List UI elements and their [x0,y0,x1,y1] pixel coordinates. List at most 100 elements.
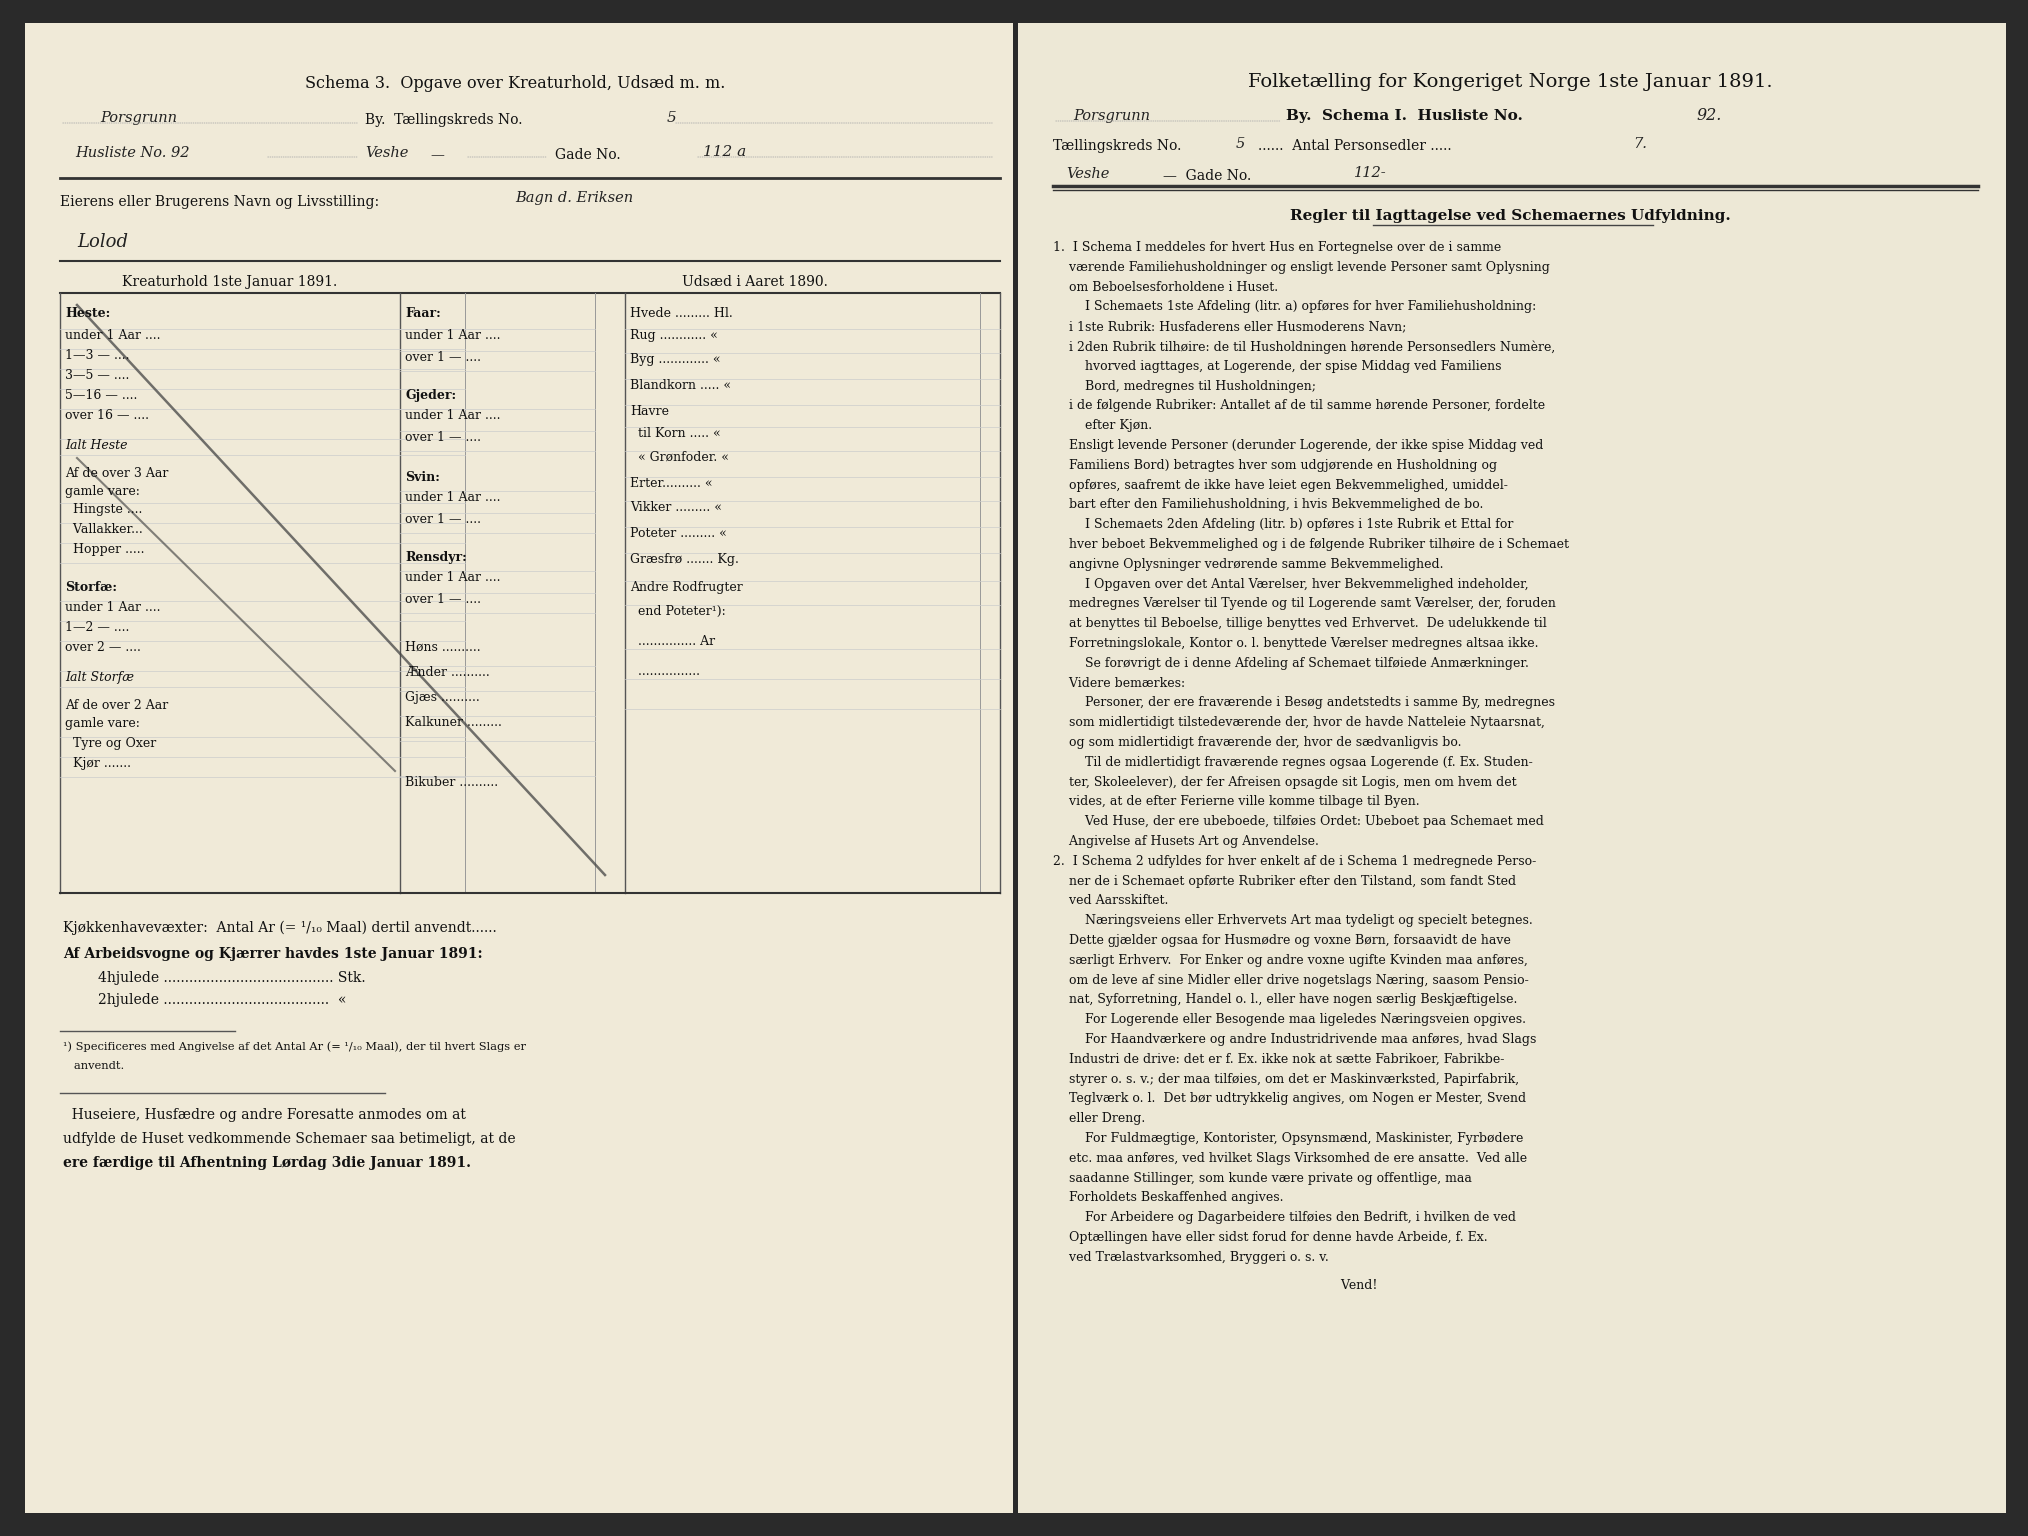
Text: Familiens Bord) betragtes hver som udgjørende en Husholdning og: Familiens Bord) betragtes hver som udgjø… [1053,459,1497,472]
Text: hvorved iagttages, at Logerende, der spise Middag ved Familiens: hvorved iagttages, at Logerende, der spi… [1053,359,1501,373]
Text: Ialt Heste: Ialt Heste [65,439,128,452]
Text: saadanne Stillinger, som kunde være private og offentlige, maa: saadanne Stillinger, som kunde være priv… [1053,1172,1472,1184]
Text: Folketælling for Kongeriget Norge 1ste Januar 1891.: Folketælling for Kongeriget Norge 1ste J… [1247,74,1772,91]
Text: styrer o. s. v.; der maa tilføies, om det er Maskinværksted, Papirfabrik,: styrer o. s. v.; der maa tilføies, om de… [1053,1072,1519,1086]
Text: Bikuber ..........: Bikuber .......... [406,776,499,790]
Text: Vikker ......... «: Vikker ......... « [631,501,722,515]
Text: 1—2 — ....: 1—2 — .... [65,621,130,634]
Text: Faar:: Faar: [406,307,440,319]
Text: Tyre og Oxer: Tyre og Oxer [65,737,156,750]
Text: Videre bemærkes:: Videre bemærkes: [1053,676,1184,690]
Text: under 1 Aar ....: under 1 Aar .... [406,571,501,584]
Text: om de leve af sine Midler eller drive nogetslags Næring, saasom Pensio-: om de leve af sine Midler eller drive no… [1053,974,1529,986]
Text: Forretningslokale, Kontor o. l. benyttede Værelser medregnes altsaa ikke.: Forretningslokale, Kontor o. l. benytted… [1053,637,1539,650]
Text: Til de midlertidigt fraværende regnes ogsaa Logerende (f. Ex. Studen-: Til de midlertidigt fraværende regnes og… [1053,756,1533,770]
Text: For Fuldmægtige, Kontorister, Opsynsmænd, Maskinister, Fyrbødere: For Fuldmægtige, Kontorister, Opsynsmænd… [1053,1132,1523,1144]
Text: Husliste No. 92: Husliste No. 92 [75,146,189,160]
Text: under 1 Aar ....: under 1 Aar .... [406,329,501,343]
Text: Græsfrø ....... Kg.: Græsfrø ....... Kg. [631,553,738,565]
Text: end Poteter¹):: end Poteter¹): [631,605,726,617]
Text: —: — [430,147,444,161]
Text: Huseiere, Husfædre og andre Foresatte anmodes om at: Huseiere, Husfædre og andre Foresatte an… [63,1107,466,1121]
Text: nat, Syforretning, Handel o. l., eller have nogen særlig Beskjæftigelse.: nat, Syforretning, Handel o. l., eller h… [1053,994,1517,1006]
Text: Personer, der ere fraværende i Besøg andetstedts i samme By, medregnes: Personer, der ere fraværende i Besøg and… [1053,696,1555,710]
Text: Vallakker...: Vallakker... [65,522,142,536]
Text: 1—3 — ....: 1—3 — .... [65,349,130,362]
Text: Erter.......... «: Erter.......... « [631,478,712,490]
Text: anvendt.: anvendt. [63,1061,124,1071]
Text: som midlertidigt tilstedeværende der, hvor de havde Natteleie Nytaarsnat,: som midlertidigt tilstedeværende der, hv… [1053,716,1545,730]
Text: Ænder ..........: Ænder .......... [406,667,489,679]
Text: ¹) Specificeres med Angivelse af det Antal Ar (= ¹/₁₀ Maal), der til hvert Slags: ¹) Specificeres med Angivelse af det Ant… [63,1041,525,1052]
Text: over 1 — ....: over 1 — .... [406,593,481,607]
Text: Veshe: Veshe [365,146,408,160]
Text: Poteter ......... «: Poteter ......... « [631,527,726,541]
Text: Industri de drive: det er f. Ex. ikke nok at sætte Fabrikoer, Fabrikbe-: Industri de drive: det er f. Ex. ikke no… [1053,1052,1505,1066]
Text: værende Familiehusholdninger og ensligt levende Personer samt Oplysning: værende Familiehusholdninger og ensligt … [1053,261,1549,273]
Text: etc. maa anføres, ved hvilket Slags Virksomhed de ere ansatte.  Ved alle: etc. maa anføres, ved hvilket Slags Virk… [1053,1152,1527,1164]
Text: ter, Skoleelever), der fer Afreisen opsagde sit Logis, men om hvem det: ter, Skoleelever), der fer Afreisen opsa… [1053,776,1517,788]
Text: angivne Oplysninger vedrørende samme Bekvemmelighed.: angivne Oplysninger vedrørende samme Bek… [1053,558,1444,571]
Text: Af de over 3 Aar: Af de over 3 Aar [65,467,168,479]
Text: 4hjulede ........................................ Stk.: 4hjulede ...............................… [63,971,365,985]
Text: i 1ste Rubrik: Husfaderens eller Husmoderens Navn;: i 1ste Rubrik: Husfaderens eller Husmode… [1053,319,1405,333]
Text: Byg ............. «: Byg ............. « [631,353,720,366]
Text: i de følgende Rubriker: Antallet af de til samme hørende Personer, fordelte: i de følgende Rubriker: Antallet af de t… [1053,399,1545,412]
Text: under 1 Aar ....: under 1 Aar .... [406,409,501,422]
Text: ................: ................ [631,665,700,677]
Text: Gade No.: Gade No. [556,147,621,161]
Text: Eierens eller Brugerens Navn og Livsstilling:: Eierens eller Brugerens Navn og Livsstil… [61,195,379,209]
Text: under 1 Aar ....: under 1 Aar .... [65,329,160,343]
Text: ......  Antal Personsedler .....: ...... Antal Personsedler ..... [1257,138,1452,154]
Bar [1018,23,2006,1513]
Text: Kalkuner .........: Kalkuner ......... [406,716,501,730]
Text: For Arbeidere og Dagarbeidere tilføies den Bedrift, i hvilken de ved: For Arbeidere og Dagarbeidere tilføies d… [1053,1212,1517,1224]
Text: efter Kjøn.: efter Kjøn. [1053,419,1152,432]
Text: ved Aarsskiftet.: ved Aarsskiftet. [1053,894,1168,908]
Text: ............... Ar: ............... Ar [631,634,716,648]
Text: under 1 Aar ....: under 1 Aar .... [65,601,160,614]
Text: Gjæs ..........: Gjæs .......... [406,691,481,703]
Text: gamle vare:: gamle vare: [65,485,140,498]
Text: 92.: 92. [1695,108,1722,124]
Text: « Grønfoder. «: « Grønfoder. « [631,452,728,464]
Text: bart efter den Familiehusholdning, i hvis Bekvemmelighed de bo.: bart efter den Familiehusholdning, i hvi… [1053,498,1482,511]
Text: over 1 — ....: over 1 — .... [406,352,481,364]
Text: Næringsveiens eller Erhvervets Art maa tydeligt og specielt betegnes.: Næringsveiens eller Erhvervets Art maa t… [1053,914,1533,928]
Text: Ensligt levende Personer (derunder Logerende, der ikke spise Middag ved: Ensligt levende Personer (derunder Loger… [1053,439,1543,452]
Text: Havre: Havre [631,406,669,418]
Text: Kreaturhold 1ste Januar 1891.: Kreaturhold 1ste Januar 1891. [122,275,337,289]
Text: 1.  I Schema I meddeles for hvert Hus en Fortegnelse over de i samme: 1. I Schema I meddeles for hvert Hus en … [1053,241,1501,253]
Text: Svin:: Svin: [406,472,440,484]
Text: over 1 — ....: over 1 — .... [406,432,481,444]
Text: Udsæd i Aaret 1890.: Udsæd i Aaret 1890. [681,275,827,289]
Text: i 2den Rubrik tilhøire: de til Husholdningen hørende Personsedlers Numère,: i 2den Rubrik tilhøire: de til Husholdni… [1053,339,1555,353]
Text: Andre Rodfrugter: Andre Rodfrugter [631,581,742,594]
Text: medregnes Værelser til Tyende og til Logerende samt Værelser, der, foruden: medregnes Værelser til Tyende og til Log… [1053,598,1555,610]
Text: 112-: 112- [1355,166,1387,180]
Text: at benyttes til Beboelse, tillige benyttes ved Erhvervet.  De udelukkende til: at benyttes til Beboelse, tillige benytt… [1053,617,1547,630]
Text: 2hjulede .......................................  «: 2hjulede ...............................… [63,992,347,1008]
Text: ner de i Schemaet opførte Rubriker efter den Tilstand, som fandt Sted: ner de i Schemaet opførte Rubriker efter… [1053,874,1517,888]
Text: ved Trælastvarksomhed, Bryggeri o. s. v.: ved Trælastvarksomhed, Bryggeri o. s. v. [1053,1250,1328,1264]
Text: For Logerende eller Besogende maa ligeledes Næringsveien opgives.: For Logerende eller Besogende maa ligele… [1053,1014,1525,1026]
Text: hver beboet Bekvemmelighed og i de følgende Rubriker tilhøire de i Schemaet: hver beboet Bekvemmelighed og i de følge… [1053,538,1570,551]
Text: Angivelse af Husets Art og Anvendelse.: Angivelse af Husets Art og Anvendelse. [1053,836,1318,848]
Text: Rensdyr:: Rensdyr: [406,551,466,564]
Text: Gjeder:: Gjeder: [406,389,456,402]
Text: Af de over 2 Aar: Af de over 2 Aar [65,699,168,713]
Text: 7.: 7. [1633,137,1647,151]
Text: Bagn d. Eriksen: Bagn d. Eriksen [515,190,633,204]
Text: Tællingskreds No.: Tællingskreds No. [1053,138,1182,154]
Text: særligt Erhverv.  For Enker og andre voxne ugifte Kvinden maa anføres,: særligt Erhverv. For Enker og andre voxn… [1053,954,1527,966]
Text: Høns ..........: Høns .......... [406,641,481,654]
Text: Rug ............ «: Rug ............ « [631,329,718,343]
Text: 2.  I Schema 2 udfyldes for hver enkelt af de i Schema 1 medregnede Perso-: 2. I Schema 2 udfyldes for hver enkelt a… [1053,856,1537,868]
Text: 5—16 — ....: 5—16 — .... [65,389,138,402]
Text: 112 a: 112 a [704,144,746,160]
Text: By.  Tællingskreds No.: By. Tællingskreds No. [365,114,523,127]
Text: Kjør .......: Kjør ....... [65,757,132,770]
Bar [24,23,1014,1513]
Text: Bord, medregnes til Husholdningen;: Bord, medregnes til Husholdningen; [1053,379,1316,393]
Text: Vend!: Vend! [1053,1278,1377,1292]
